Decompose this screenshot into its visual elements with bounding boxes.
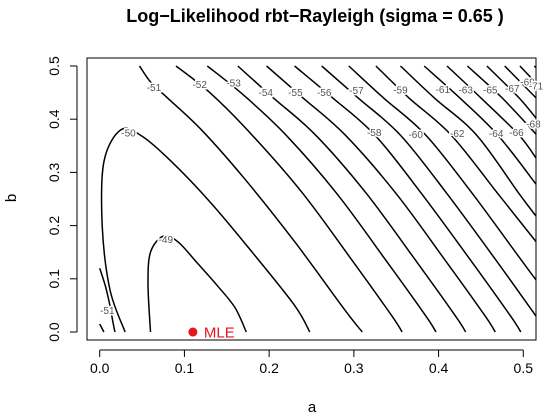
x-tick-label: 0.3 [344, 360, 364, 376]
plot-layer [98, 65, 536, 333]
y-axis-label: b [3, 194, 20, 202]
contour-label: -52 [192, 80, 207, 91]
x-tick-label: 0.1 [175, 360, 195, 376]
contour-label: -71 [529, 82, 544, 93]
contour-line [321, 65, 536, 317]
contour-label: -63 [458, 85, 473, 96]
contour-line [466, 65, 536, 135]
contour-line [175, 65, 403, 333]
contour-line [99, 323, 105, 333]
contour-line [147, 234, 247, 333]
contour-label: -57 [349, 86, 364, 97]
contour-line [98, 267, 116, 333]
contour-line [100, 127, 311, 333]
contour-label: -59 [393, 85, 408, 96]
contour-line [375, 65, 536, 243]
contour-line [294, 65, 522, 333]
contour-label: -55 [288, 88, 303, 99]
x-tick-label: 0.2 [259, 360, 279, 376]
contour-line [446, 65, 536, 159]
contour-line [138, 65, 363, 333]
contour-label: -64 [489, 129, 504, 140]
x-tick-label: 0.5 [514, 360, 534, 376]
y-tick-label: 0.2 [46, 216, 62, 236]
contour-label: -53 [226, 79, 241, 90]
x-axis-label: a [308, 399, 317, 416]
contour-label: -50 [121, 129, 136, 140]
chart-title: Log−Likelihood rbt−Rayleigh (sigma = 0.6… [126, 6, 504, 26]
contour-line [206, 65, 437, 333]
plot-frame [86, 57, 537, 341]
contour-label: -69 [520, 77, 535, 88]
x-tick-label: 0.4 [429, 360, 449, 376]
contour-line [486, 65, 536, 119]
y-tick-label: 0.3 [46, 162, 62, 182]
contour-label: -51 [100, 306, 115, 317]
contour-label: -61 [436, 85, 451, 96]
contour-line [237, 65, 467, 333]
contour-line [348, 65, 536, 281]
contour-line [519, 65, 536, 84]
contour-label: -54 [259, 88, 274, 99]
contour-label: -58 [367, 128, 382, 139]
contour-label: -68 [526, 119, 541, 130]
x-axis: 0.0 0.1 0.2 0.3 0.4 0.5 [90, 349, 534, 376]
contour-label: -49 [159, 235, 174, 246]
mle-point [188, 327, 198, 337]
contour-label: -56 [317, 88, 332, 99]
contour-label: -51 [147, 83, 162, 94]
contour-line [266, 65, 496, 333]
contour-label: -66 [509, 128, 524, 139]
y-tick-label: 0.1 [46, 269, 62, 289]
mle-label: MLE [204, 325, 235, 342]
contour-line [399, 65, 536, 217]
contour-label: -62 [450, 129, 465, 140]
y-tick-label: 0.4 [46, 109, 62, 129]
contour-line [504, 65, 536, 99]
y-tick-label: 0.0 [46, 322, 62, 342]
contour-label: -67 [505, 84, 520, 95]
x-tick-label: 0.0 [90, 360, 110, 376]
contour-line [423, 65, 536, 185]
contour-label: -60 [408, 130, 423, 141]
y-axis: 0.0 0.1 0.2 0.3 0.4 0.5 [46, 56, 78, 342]
y-tick-label: 0.5 [46, 56, 62, 76]
contour-label: -65 [483, 85, 498, 96]
